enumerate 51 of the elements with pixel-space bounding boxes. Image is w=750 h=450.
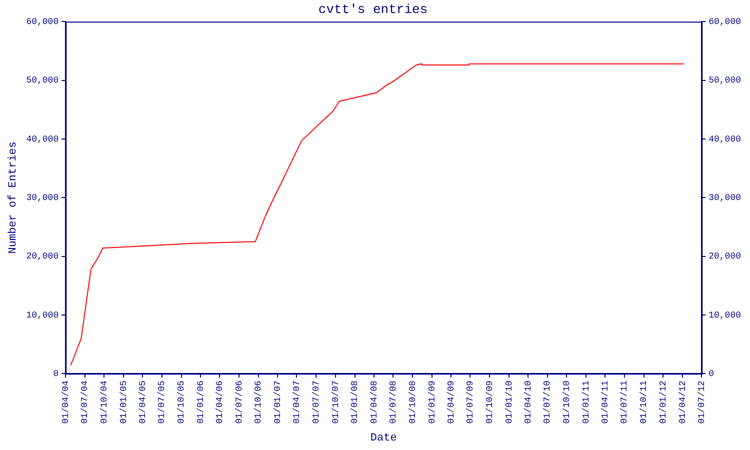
- x-tick-label: 01/10/09: [485, 380, 496, 424]
- y-tick-label: 30,000: [26, 192, 59, 203]
- x-tick-label: 01/04/04: [60, 380, 71, 424]
- chart-title: cvtt's entries: [318, 2, 428, 18]
- y2-tick-label: 60,000: [708, 16, 741, 27]
- x-tick-label: 01/07/05: [157, 380, 168, 424]
- x-tick-label: 01/04/11: [600, 380, 611, 424]
- x-tick-label: 01/01/08: [350, 380, 360, 424]
- x-tick-label: 01/07/12: [696, 380, 707, 424]
- y-tick-label: 20,000: [26, 252, 59, 262]
- y2-tick-label: 0: [708, 368, 714, 379]
- x-tick-label: 01/04/08: [369, 380, 380, 424]
- x-tick-label: 01/07/08: [388, 380, 399, 424]
- y-tick-label: 10,000: [26, 310, 59, 320]
- x-tick-label: 01/01/07: [273, 380, 284, 424]
- y-tick-label: 50,000: [26, 76, 59, 86]
- x-tick-label: 01/07/04: [80, 380, 90, 424]
- x-tick-label: 01/07/06: [234, 380, 244, 424]
- x-tick-label: 01/10/04: [100, 380, 110, 424]
- x-tick-label: 01/01/11: [582, 380, 592, 424]
- x-tick-label: 01/10/11: [639, 380, 650, 424]
- x-tick-label: 01/04/07: [292, 380, 302, 424]
- x-tick-label: 01/04/06: [215, 380, 226, 424]
- x-tick-label: 01/10/08: [408, 380, 418, 424]
- x-tick-label: 01/07/07: [311, 380, 322, 424]
- y-tick-label: 60,000: [26, 16, 59, 27]
- x-tick-label: 01/10/07: [330, 380, 341, 424]
- x-tick-label: 01/04/05: [138, 380, 148, 424]
- x-tick-label: 01/10/05: [176, 380, 187, 424]
- x-tick-label: 01/01/12: [658, 380, 669, 424]
- x-tick-label: 01/01/05: [119, 380, 130, 424]
- x-tick-label: 01/10/06: [254, 380, 264, 424]
- y2-tick-label: 10,000: [708, 310, 741, 320]
- x-axis-title: Date: [370, 432, 397, 444]
- y-axis-title: Number of Entries: [8, 141, 20, 254]
- y-tick-label: 0: [53, 368, 59, 379]
- x-tick-label: 01/07/11: [620, 380, 630, 424]
- x-tick-label: 01/04/09: [446, 380, 456, 424]
- x-tick-label: 01/10/10: [562, 380, 572, 424]
- x-tick-label: 01/04/10: [523, 380, 534, 424]
- y-tick-label: 40,000: [26, 134, 59, 144]
- y2-tick-label: 20,000: [708, 252, 741, 262]
- y2-tick-label: 50,000: [708, 76, 741, 86]
- x-tick-label: 01/01/10: [504, 380, 514, 424]
- x-tick-label: 01/01/09: [427, 380, 438, 424]
- x-tick-label: 01/07/10: [542, 380, 553, 424]
- y2-tick-label: 40,000: [708, 134, 741, 144]
- x-tick-label: 01/04/12: [678, 380, 688, 424]
- y2-tick-label: 30,000: [708, 192, 741, 203]
- x-tick-label: 01/01/06: [196, 380, 206, 424]
- x-tick-label: 01/07/09: [466, 380, 476, 424]
